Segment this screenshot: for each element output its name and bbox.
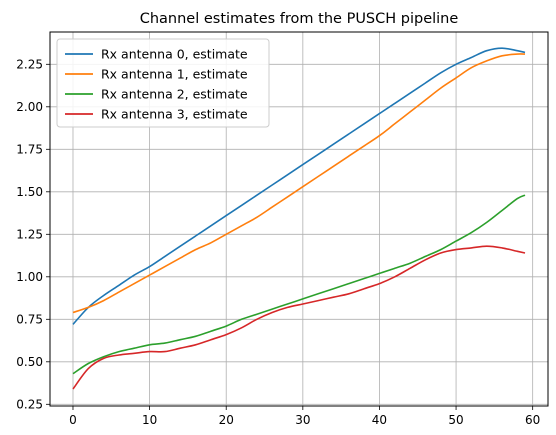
legend-label: Rx antenna 1, estimate [101, 67, 248, 82]
legend-box [56, 38, 270, 128]
chart-title: Channel estimates from the PUSCH pipelin… [140, 11, 459, 27]
legend: Rx antenna 0, estimate Rx antenna 1, esti… [56, 38, 270, 128]
x-axis-ticks: 0 10 20 30 40 50 60 [69, 406, 540, 427]
y-tick-label: 1.25 [16, 227, 43, 241]
series-line-rx-antenna-2 [72, 194, 526, 375]
y-tick-label: 1.75 [16, 142, 43, 156]
legend-label: Rx antenna 3, estimate [101, 107, 248, 122]
x-tick-label: 30 [295, 413, 310, 427]
y-tick-label: 1.00 [16, 270, 43, 284]
x-tick-label: 20 [219, 413, 234, 427]
axes-frame [49, 31, 549, 407]
series-lines [72, 47, 526, 390]
series-line-rx-antenna-1 [72, 53, 526, 314]
y-tick-label: 0.50 [16, 355, 43, 369]
x-tick-label: 60 [525, 413, 540, 427]
x-tick-label: 50 [448, 413, 463, 427]
legend-label: Rx antenna 0, estimate [101, 47, 248, 62]
y-tick-label: 2.25 [16, 57, 43, 71]
series-line-rx-antenna-3 [72, 245, 526, 390]
x-tick-label: 40 [372, 413, 387, 427]
y-tick-label: 1.50 [16, 185, 43, 199]
y-tick-label: 2.00 [16, 100, 43, 114]
legend-label: Rx antenna 2, estimate [101, 87, 248, 102]
y-tick-label: 0.75 [16, 312, 43, 326]
x-tick-label: 10 [142, 413, 157, 427]
series-line-rx-antenna-0 [72, 47, 526, 325]
y-tick-label: 0.25 [16, 397, 43, 411]
y-axis-ticks: 0.25 0.50 0.75 1.00 1.25 1.50 1.75 2.00 2.25 [16, 57, 50, 411]
x-tick-label: 0 [69, 413, 77, 427]
